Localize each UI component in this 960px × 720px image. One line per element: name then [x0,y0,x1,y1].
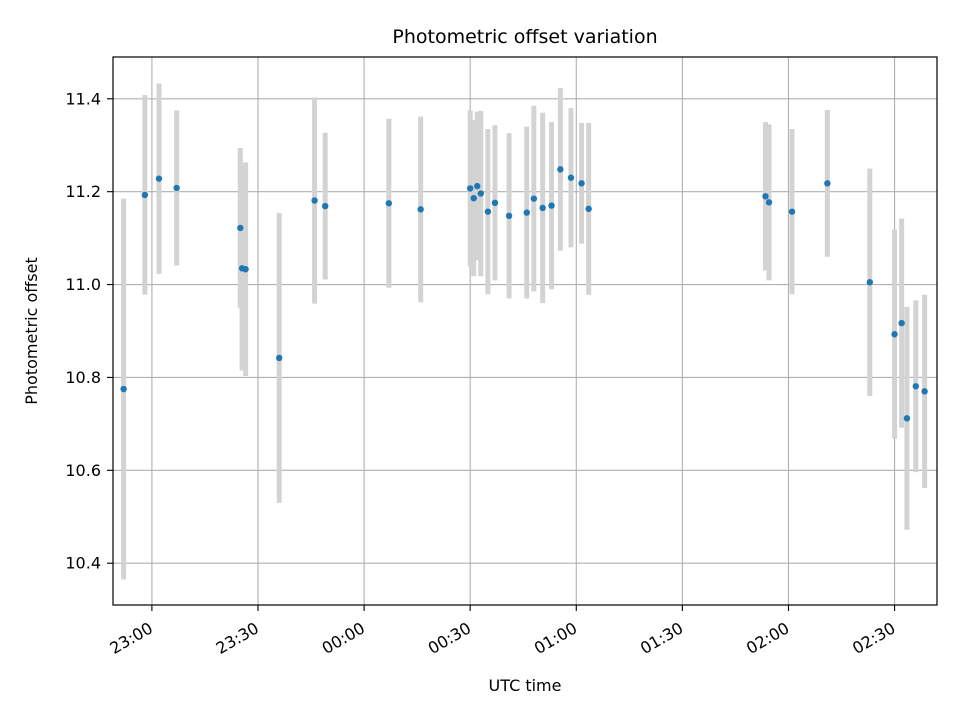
x-tick-label: 02:00 [743,618,792,658]
data-point [578,180,585,187]
y-tick-label: 11.4 [65,89,101,108]
data-point [903,415,911,422]
data-point [523,209,530,216]
data-point [765,199,773,206]
chart-title: Photometric offset variation [392,26,657,48]
y-tick-label: 11.2 [65,182,101,201]
y-tick-label: 10.4 [65,554,101,573]
data-point [311,197,318,204]
errorbars [121,83,928,580]
data-point [417,206,424,213]
x-tick-label: 23:00 [106,618,155,658]
data-point [891,331,898,338]
data-point [466,185,474,192]
data-point [585,205,592,213]
data-point [505,212,513,220]
plot-frame [112,56,938,606]
data-point [548,202,555,209]
y-tick-label: 10.6 [65,461,101,480]
x-tick-label: 00:30 [425,618,474,658]
x-tick-label: 00:00 [319,618,368,658]
x-tick-label: 01:30 [637,618,686,658]
data-point [912,383,919,390]
data-point [120,385,127,393]
data-point [237,224,244,232]
data-point [530,195,538,202]
data-point [484,208,492,215]
x-tick-label: 02:30 [849,618,898,658]
data-point [788,208,796,215]
data-point [474,182,481,190]
data-point [866,279,874,286]
data-point [557,166,564,173]
data-point [321,202,329,210]
data-point [898,319,905,327]
data-point [173,184,180,192]
data-point [477,190,484,197]
data-point [385,200,393,207]
data-point [762,193,769,200]
x-axis-label: UTC time [489,676,562,695]
data-point [539,204,546,212]
data-point [491,199,499,207]
y-axis-label: Photometric offset [22,257,41,405]
y-tick-label: 11.0 [65,275,101,294]
data-point [567,174,575,181]
data-point [824,180,831,187]
x-tick-label: 01:00 [531,618,580,658]
y-tick-label: 10.8 [65,368,101,387]
x-tick-label: 23:30 [213,618,262,658]
data-point [242,266,249,273]
data-point [921,388,928,395]
data-point [276,354,283,362]
data-points [120,166,928,422]
data-point [155,175,163,182]
data-point [141,191,149,199]
data-point [470,194,477,202]
